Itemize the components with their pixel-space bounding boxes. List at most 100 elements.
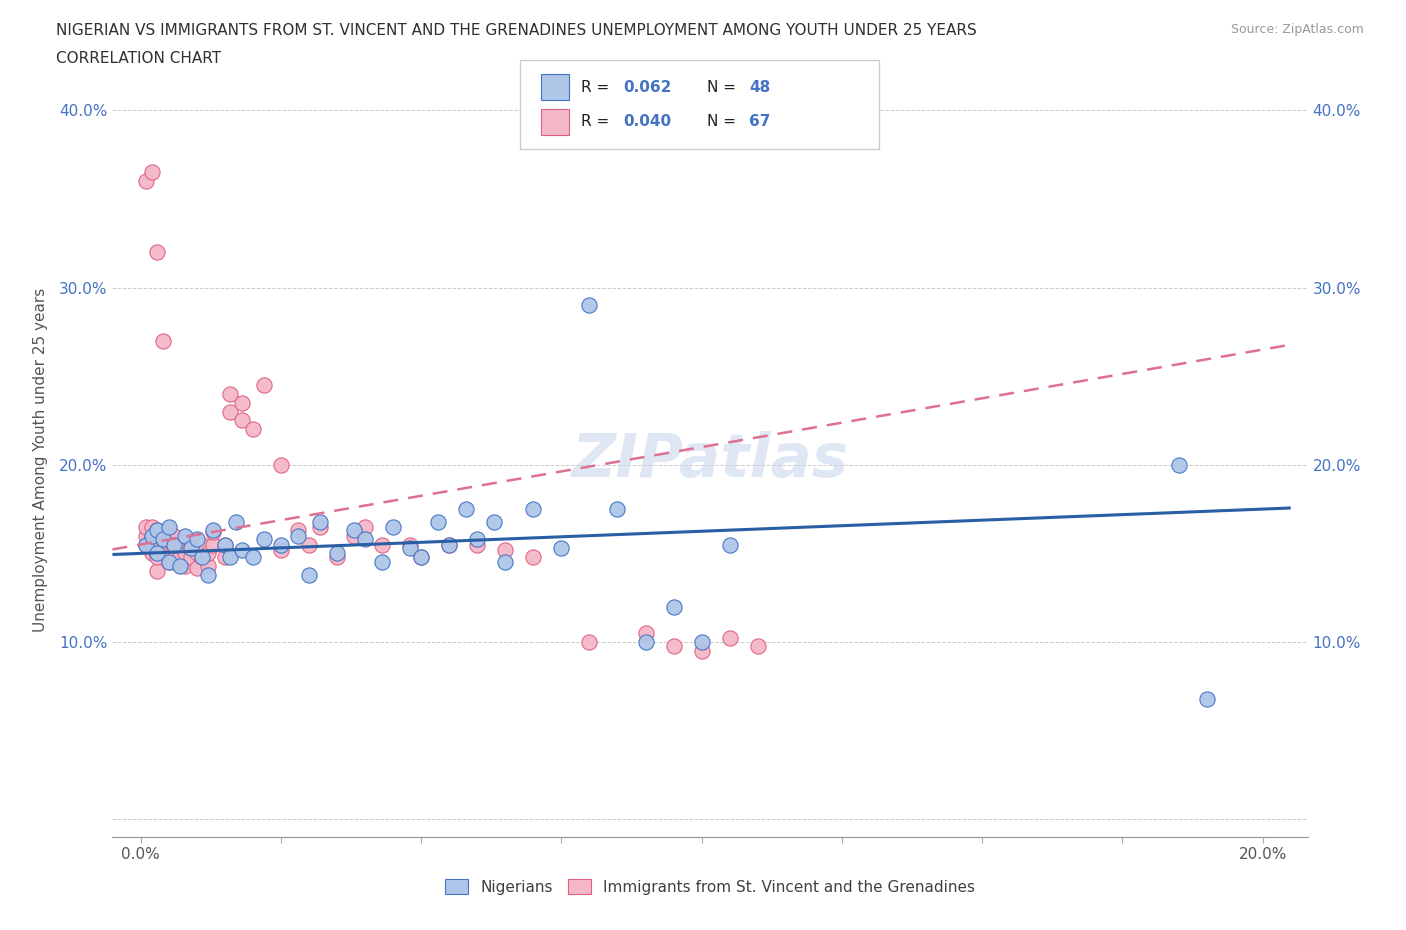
Point [202,538,225,552]
Point [174,528,197,543]
Point [146,564,169,578]
Point [253,378,276,392]
Point [163,538,186,552]
Point [152,528,174,543]
Point [437,538,460,552]
Text: CORRELATION CHART: CORRELATION CHART [56,51,221,66]
Point [191,550,214,565]
Point [141,538,163,552]
Point [231,542,253,557]
Point [270,542,292,557]
Text: R =: R = [581,80,614,95]
Point [747,638,769,653]
Point [180,550,202,565]
Point [146,546,169,561]
Point [191,550,214,565]
Point [152,532,174,547]
Point [354,532,377,547]
Point [371,538,394,552]
Point [219,387,242,402]
Point [606,501,628,516]
Point [231,395,253,410]
Point [634,634,657,649]
Point [135,174,157,189]
Point [1195,691,1218,706]
Point [197,567,219,582]
Point [662,638,685,653]
Point [141,165,163,179]
Point [494,555,516,570]
Point [157,555,180,570]
Point [426,514,449,529]
Point [163,542,186,557]
Point [550,540,572,555]
Point [465,538,488,552]
Point [197,558,219,573]
Point [157,542,180,557]
Point [242,422,264,437]
Point [135,538,157,552]
Point [242,550,264,565]
Point [214,538,236,552]
Point [382,519,405,534]
Point [253,532,276,547]
Point [270,538,292,552]
Point [202,525,225,539]
Point [157,519,180,534]
Text: N =: N = [707,80,741,95]
Text: ZIPatlas: ZIPatlas [571,431,849,490]
Text: 48: 48 [749,80,770,95]
Point [180,538,202,552]
Point [141,528,163,543]
Point [146,546,169,561]
Point [454,501,477,516]
Point [437,538,460,552]
Point [214,550,236,565]
Point [399,538,422,552]
Point [409,550,432,565]
Point [146,534,169,549]
Text: R =: R = [581,114,614,129]
Text: Source: ZipAtlas.com: Source: ZipAtlas.com [1230,23,1364,36]
Point [174,534,197,549]
Point [343,523,366,538]
Point [169,558,191,573]
Point [186,560,208,575]
Point [690,634,713,649]
Point [578,298,600,312]
Text: 0.040: 0.040 [623,114,671,129]
Point [1167,458,1189,472]
Point [146,523,169,538]
Point [146,550,169,565]
Point [399,540,422,555]
Point [298,538,321,552]
Point [186,532,208,547]
Point [309,519,332,534]
Point [354,519,377,534]
Point [135,519,157,534]
Text: N =: N = [707,114,741,129]
Point [287,528,309,543]
Point [174,558,197,573]
Point [202,523,225,538]
Point [169,550,191,565]
Text: 67: 67 [749,114,770,129]
Point [174,546,197,561]
Point [135,538,157,552]
Point [146,523,169,538]
Text: 0.062: 0.062 [623,80,671,95]
Point [186,534,208,549]
Point [231,413,253,428]
Point [343,528,366,543]
Point [191,538,214,552]
Point [141,546,163,561]
Point [409,550,432,565]
Point [197,546,219,561]
Legend: Nigerians, Immigrants from St. Vincent and the Grenadines: Nigerians, Immigrants from St. Vincent a… [439,872,981,901]
Point [494,542,516,557]
Point [326,546,349,561]
Point [157,534,180,549]
Point [163,555,186,570]
Point [152,540,174,555]
Point [135,528,157,543]
